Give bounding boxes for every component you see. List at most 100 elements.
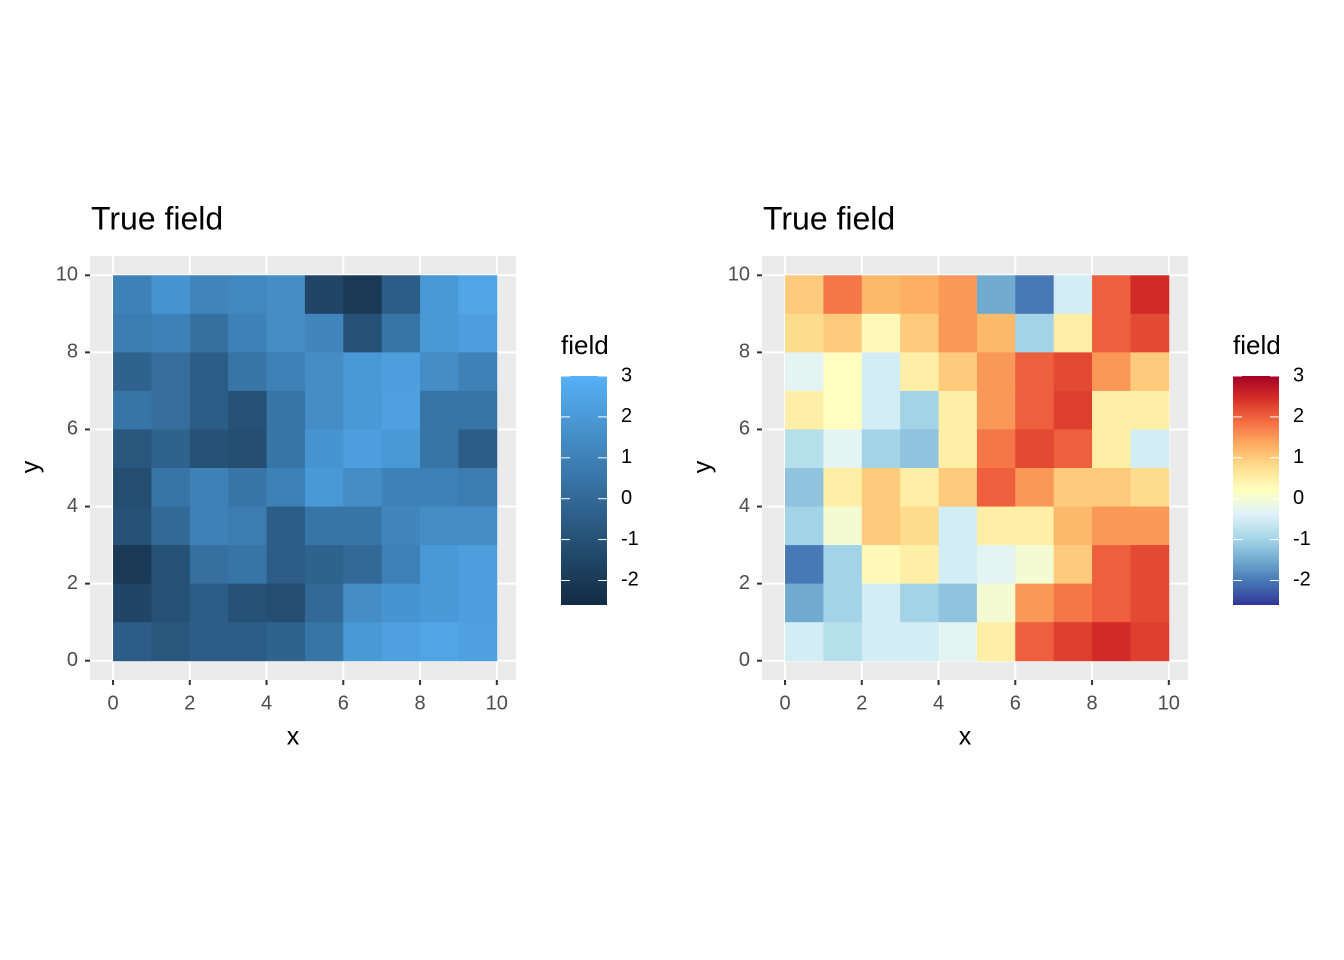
heat-cell bbox=[1015, 352, 1055, 392]
heat-cell bbox=[151, 429, 191, 469]
heat-cell bbox=[1130, 468, 1170, 508]
heat-cell bbox=[1053, 583, 1093, 623]
heat-cell bbox=[420, 583, 459, 623]
heat-cell bbox=[151, 545, 191, 585]
x-tick-label: 2 bbox=[856, 692, 867, 714]
heat-cell bbox=[900, 506, 940, 546]
heat-cell bbox=[823, 468, 863, 508]
heat-cell bbox=[861, 313, 901, 353]
heat-cell bbox=[228, 622, 268, 662]
y-tick-label: 8 bbox=[67, 341, 78, 363]
chart-title: True field bbox=[91, 200, 223, 236]
heat-cell bbox=[1015, 429, 1055, 469]
y-axis-title: y bbox=[17, 460, 45, 473]
heat-cell bbox=[189, 506, 229, 546]
heat-cell bbox=[266, 390, 306, 430]
heat-cell bbox=[785, 275, 824, 315]
heat-cell bbox=[861, 622, 901, 662]
heat-cell bbox=[113, 545, 152, 585]
heat-cell bbox=[785, 583, 824, 623]
heat-cell bbox=[785, 352, 824, 392]
heat-cell bbox=[1053, 352, 1093, 392]
heat-cell bbox=[420, 352, 459, 392]
heat-cell bbox=[189, 352, 229, 392]
heat-cell bbox=[189, 583, 229, 623]
heat-cell bbox=[1092, 352, 1131, 392]
x-tick-label: 4 bbox=[261, 692, 272, 714]
heat-cell bbox=[1015, 390, 1055, 430]
heat-cell bbox=[266, 352, 306, 392]
heat-cell bbox=[1092, 390, 1131, 430]
heat-cell bbox=[343, 622, 383, 662]
heat-cell bbox=[938, 622, 978, 662]
heat-cell bbox=[1130, 313, 1170, 353]
heat-cell bbox=[343, 390, 383, 430]
heat-cell bbox=[420, 622, 459, 662]
heat-cell bbox=[458, 313, 498, 353]
heat-cell bbox=[1053, 468, 1093, 508]
heat-cell bbox=[343, 468, 383, 508]
heat-cell bbox=[458, 506, 498, 546]
heat-cell bbox=[266, 468, 306, 508]
heat-cell bbox=[938, 352, 978, 392]
heat-cell bbox=[861, 390, 901, 430]
heat-cell bbox=[823, 313, 863, 353]
heat-cell bbox=[458, 429, 498, 469]
heat-cell bbox=[458, 390, 498, 430]
heat-cell bbox=[304, 545, 344, 585]
x-tick-label: 4 bbox=[933, 692, 944, 714]
heat-cell bbox=[1015, 468, 1055, 508]
heat-cell bbox=[785, 468, 824, 508]
heat-cell bbox=[304, 583, 344, 623]
heat-cell bbox=[343, 506, 383, 546]
heat-cell bbox=[304, 390, 344, 430]
heat-cell bbox=[900, 545, 940, 585]
heat-cell bbox=[189, 313, 229, 353]
heat-cell bbox=[304, 275, 344, 315]
heat-cell bbox=[1092, 313, 1131, 353]
x-tick-label: 10 bbox=[1158, 692, 1180, 714]
x-tick-label: 6 bbox=[1010, 692, 1021, 714]
heat-cell bbox=[938, 545, 978, 585]
heat-cell bbox=[861, 468, 901, 508]
heat-cell bbox=[823, 352, 863, 392]
heat-cell bbox=[113, 468, 152, 508]
heat-cell bbox=[785, 429, 824, 469]
y-tick-label: 4 bbox=[739, 495, 750, 517]
y-tick-label: 8 bbox=[739, 341, 750, 363]
heat-cell bbox=[823, 583, 863, 623]
heat-cell bbox=[938, 313, 978, 353]
heat-cell bbox=[976, 275, 1016, 315]
heat-cell bbox=[266, 583, 306, 623]
heat-cell bbox=[861, 275, 901, 315]
x-tick-label: 0 bbox=[779, 692, 790, 714]
heat-cell bbox=[1130, 352, 1170, 392]
heat-cell bbox=[1053, 429, 1093, 469]
heat-cell bbox=[189, 545, 229, 585]
heat-cell bbox=[228, 352, 268, 392]
heat-cell bbox=[1015, 506, 1055, 546]
x-axis-title: x bbox=[959, 723, 972, 751]
y-tick-label: 0 bbox=[739, 649, 750, 671]
heat-cell bbox=[1130, 545, 1170, 585]
heat-cell bbox=[785, 313, 824, 353]
heat-cell bbox=[381, 275, 421, 315]
heat-cell bbox=[823, 390, 863, 430]
heat-cell bbox=[1092, 468, 1131, 508]
heat-cell bbox=[228, 390, 268, 430]
heat-cell bbox=[420, 390, 459, 430]
heat-cell bbox=[900, 622, 940, 662]
heat-cell bbox=[113, 352, 152, 392]
heat-cell bbox=[458, 545, 498, 585]
heat-cell bbox=[823, 506, 863, 546]
heat-cell bbox=[266, 313, 306, 353]
heat-cell bbox=[976, 545, 1016, 585]
x-tick-label: 6 bbox=[338, 692, 349, 714]
heat-cell bbox=[938, 506, 978, 546]
heat-cell bbox=[1015, 313, 1055, 353]
heat-cell bbox=[900, 583, 940, 623]
heat-cell bbox=[823, 429, 863, 469]
heat-cell bbox=[861, 506, 901, 546]
heat-cell bbox=[458, 352, 498, 392]
